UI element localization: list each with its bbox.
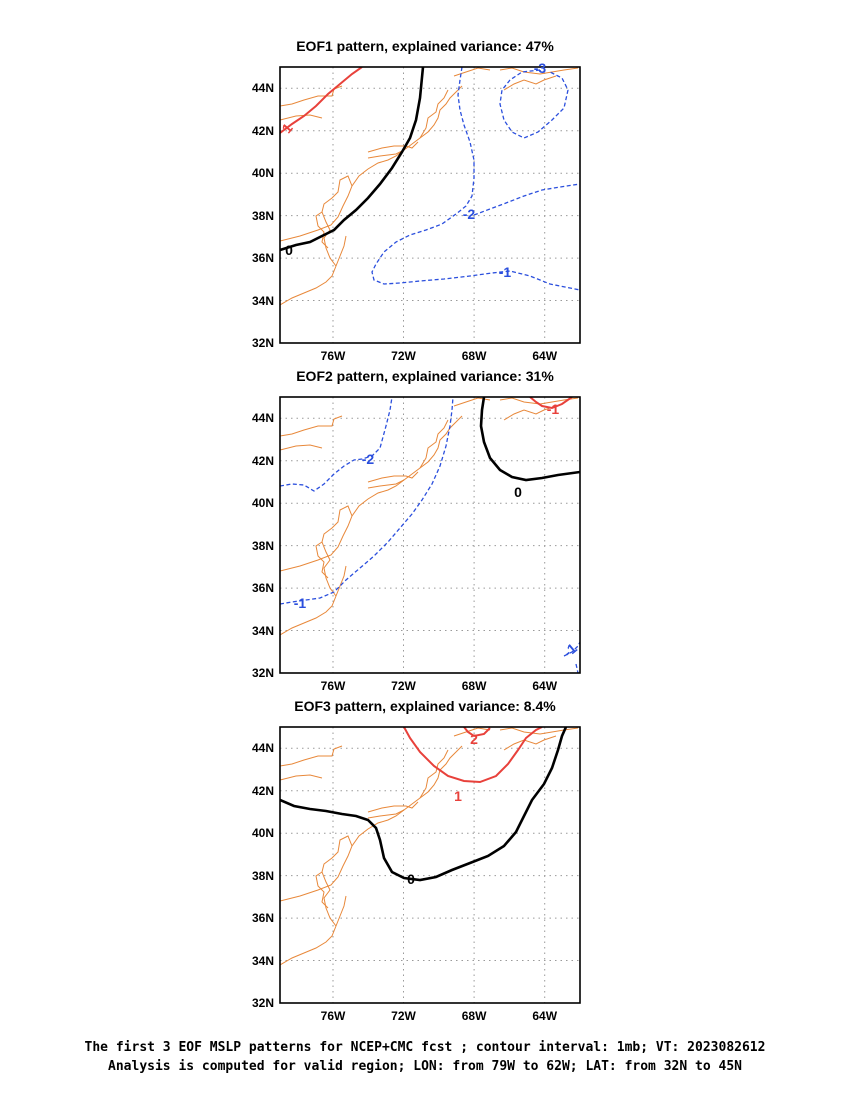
lat-tick-34n: 34N [252,294,274,308]
panel-1-frame [279,66,581,344]
panel-3-label-pos1: 1 [454,788,462,804]
lat-tick-36n: 36N [252,251,274,265]
panel-3: EOF3 pattern, explained variance: 8.4% [252,698,581,1023]
lat-tick-36n: 36N [252,911,274,925]
panel-3-contour-pos2 [463,727,491,738]
panel-2-coastline [280,397,579,636]
lat-tick-44n: 44N [252,411,274,425]
panel-2-grid [280,397,580,673]
panel-2-label-neg1-corner: -1 [560,640,580,660]
lon-tick-68w: 68W [462,1009,487,1023]
panel-3-coastline [280,727,579,966]
lat-tick-42n: 42N [252,784,274,798]
panel-3-contour-zero [280,727,568,882]
lon-tick-64w: 64W [532,349,557,363]
panel-1-title: EOF1 pattern, explained variance: 47% [296,38,554,54]
panel-1-contour-neg2 [473,183,580,216]
panel-2-contour-neg1-corner-b [575,663,579,673]
panel-3-lat-axis: 44N 42N 40N 38N 36N 34N 32N [252,741,274,1010]
panel-1-contour-neg1 [371,67,580,291]
panel-2-contour-neg1 [280,397,454,605]
lat-tick-38n: 38N [252,539,274,553]
panel-2-lat-axis: 44N 42N 40N 38N 36N 34N 32N [252,411,274,680]
panel-3-frame [279,726,581,1004]
panel-2-label-neg1: -1 [294,595,307,611]
panel-2-contour-neg2 [280,397,393,492]
lat-tick-36n: 36N [252,581,274,595]
panel-2-contours [280,397,580,673]
panel-1-label-neg1: -1 [499,264,512,280]
panel-3-label-zero: 0 [407,871,415,887]
panel-2-contour-neg1-corner [563,641,580,657]
lat-tick-40n: 40N [252,166,274,180]
panel-2-contour-zero [479,397,580,482]
panel-2-lon-axis: 76W 72W 68W 64W [321,679,558,693]
lat-tick-32n: 32N [252,666,274,680]
lon-tick-76w: 76W [321,349,346,363]
panel-2-label-neg2: -2 [362,451,375,467]
panel-3-contour-pos1 [403,727,543,784]
lon-tick-72w: 72W [391,349,416,363]
lat-tick-42n: 42N [252,454,274,468]
panel-3-grid [280,727,580,1003]
panel-1-contour-zero [280,67,425,252]
lon-tick-72w: 72W [391,1009,416,1023]
panel-1-label-neg2: -2 [463,206,476,222]
panel-1-label-neg3: -3 [534,60,547,76]
eof-figure: EOF1 pattern, explained variance: 47% 1 … [252,38,581,1023]
panel-3-contour-labels: 0 1 2 [407,731,478,887]
panel-2-contour-pos1 [529,397,573,410]
lon-tick-68w: 68W [462,679,487,693]
panel-2-label-zero: 0 [514,484,522,500]
lon-tick-76w: 76W [321,1009,346,1023]
lat-tick-38n: 38N [252,209,274,223]
lon-tick-72w: 72W [391,679,416,693]
panel-2: EOF2 pattern, explained variance: 31% [252,368,581,693]
panel-1-contour-neg3 [499,69,569,139]
panel-1-label-zero: 0 [285,242,293,258]
panel-2-frame [279,396,581,674]
panel-2-title: EOF2 pattern, explained variance: 31% [296,368,554,384]
lon-tick-64w: 64W [532,679,557,693]
lon-tick-68w: 68W [462,349,487,363]
lat-tick-32n: 32N [252,996,274,1010]
lat-tick-40n: 40N [252,826,274,840]
lat-tick-34n: 34N [252,954,274,968]
panel-3-lon-axis: 76W 72W 68W 64W [321,1009,558,1023]
panel-1-contour-pos1 [280,67,363,134]
panel-1-grid [280,67,580,343]
panel-2-label-pos1: -1 [547,401,560,417]
lat-tick-38n: 38N [252,869,274,883]
panel-1-lat-axis: 44N 42N 40N 38N 36N 34N 32N [252,81,274,350]
panel-3-contours [280,727,579,966]
lat-tick-32n: 32N [252,336,274,350]
panel-1-lon-axis: 76W 72W 68W 64W [321,349,558,363]
panel-1-contour-labels: 1 0 -2 -1 -3 [278,60,546,280]
lon-tick-64w: 64W [532,1009,557,1023]
lat-tick-42n: 42N [252,124,274,138]
caption-line-2: Analysis is computed for valid region; L… [108,1059,742,1074]
panel-3-label-pos2: 2 [470,731,478,747]
panel-3-title: EOF3 pattern, explained variance: 8.4% [294,698,556,714]
caption-line-1: The first 3 EOF MSLP patterns for NCEP+C… [84,1040,766,1055]
lat-tick-40n: 40N [252,496,274,510]
panel-1-contours [280,67,580,306]
lon-tick-76w: 76W [321,679,346,693]
panel-1-coastline [280,67,579,306]
lat-tick-44n: 44N [252,741,274,755]
panel-1: EOF1 pattern, explained variance: 47% 1 … [252,38,581,363]
lat-tick-34n: 34N [252,624,274,638]
lat-tick-44n: 44N [252,81,274,95]
